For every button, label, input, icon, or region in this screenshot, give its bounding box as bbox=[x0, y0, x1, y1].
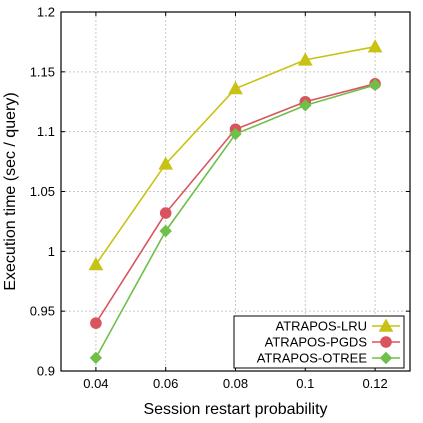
x-tick-label: 0.04 bbox=[83, 376, 108, 391]
x-tick-label: 0.12 bbox=[362, 376, 387, 391]
legend-item: ATRAPOS-LRU bbox=[276, 318, 400, 334]
data-point bbox=[88, 256, 104, 271]
x-tick-label: 0.06 bbox=[153, 376, 178, 391]
y-tick-label: 0.9 bbox=[37, 364, 55, 379]
series-layer bbox=[88, 39, 383, 365]
series-line bbox=[95, 45, 376, 265]
y-tick-label: 1.2 bbox=[37, 5, 55, 20]
data-point bbox=[299, 99, 312, 112]
legend-item: ATRAPOS-OTREE bbox=[257, 351, 400, 366]
y-tick-label: 1 bbox=[48, 244, 55, 259]
y-tick-label: 1.15 bbox=[30, 64, 55, 79]
x-tick-label: 0.08 bbox=[223, 376, 248, 391]
legend-label: ATRAPOS-OTREE bbox=[257, 351, 368, 366]
x-axis-label: Session restart probability bbox=[143, 401, 327, 418]
data-point bbox=[159, 224, 172, 238]
y-tick-label: 1.05 bbox=[30, 184, 55, 199]
legend-marker bbox=[378, 318, 394, 332]
series-atrapos-pgds bbox=[90, 78, 381, 329]
y-axis-label: Execution time (sec / query) bbox=[2, 92, 19, 290]
data-point bbox=[368, 78, 382, 92]
data-point bbox=[89, 351, 103, 365]
axis-ticks: 0.9 0.95 1 1.05 1.1 1.15 1.2 0.04 0.06 0.08 0.1 0.1… bbox=[30, 5, 410, 391]
x-tick-label: 0.1 bbox=[296, 376, 314, 391]
data-point bbox=[229, 127, 242, 141]
y-tick-label: 1.1 bbox=[37, 124, 55, 139]
legend-item: ATRAPOS-PGDS bbox=[265, 335, 400, 350]
data-point bbox=[158, 156, 174, 170]
legend-marker bbox=[379, 351, 393, 365]
data-point bbox=[297, 52, 313, 66]
legend-label: ATRAPOS-LRU bbox=[276, 319, 368, 334]
data-point bbox=[90, 317, 102, 329]
y-tick-label: 0.95 bbox=[30, 304, 55, 319]
series-atrapos-otree bbox=[89, 78, 382, 365]
data-point bbox=[367, 39, 383, 53]
data-point bbox=[228, 81, 243, 95]
legend-marker bbox=[380, 336, 392, 348]
series-atrapos-lru bbox=[88, 39, 383, 271]
legend-label: ATRAPOS-PGDS bbox=[265, 335, 368, 350]
data-point bbox=[159, 207, 172, 219]
